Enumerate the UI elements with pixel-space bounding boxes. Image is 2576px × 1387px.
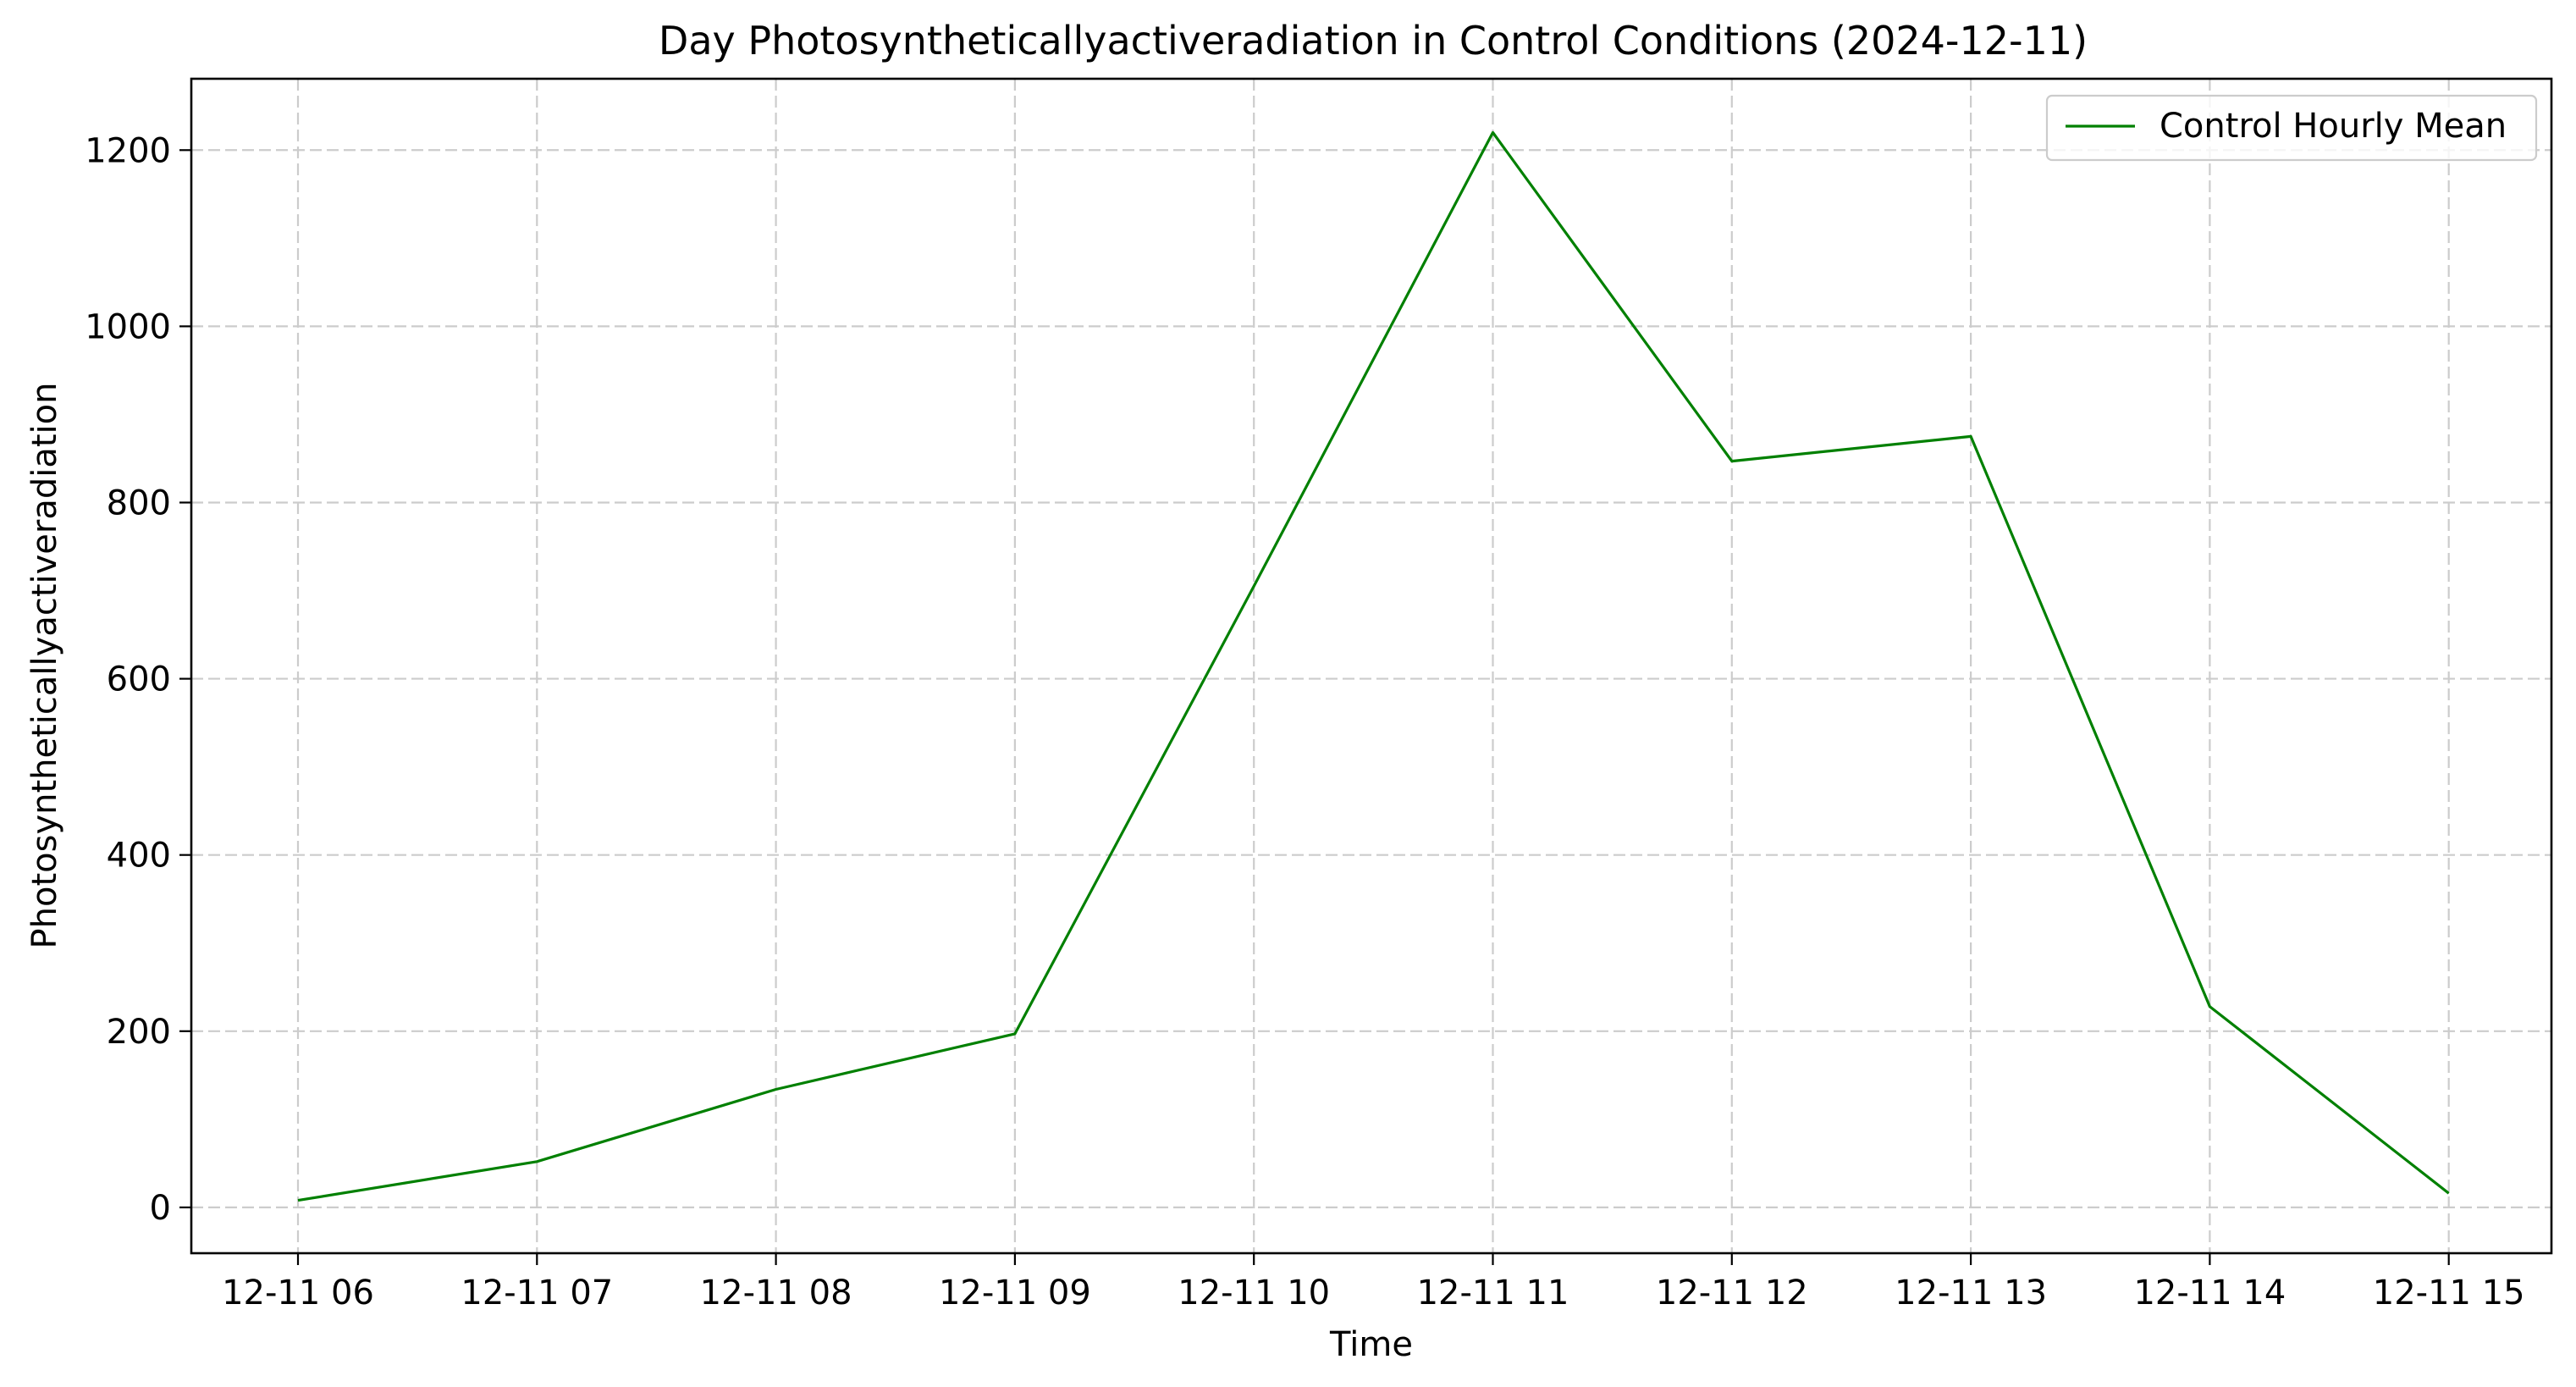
- y-tick-label: 1000: [85, 307, 171, 346]
- x-tick-label: 12-11 06: [222, 1274, 374, 1312]
- y-tick-label: 1200: [85, 131, 171, 170]
- x-tick-label: 12-11 08: [700, 1274, 852, 1312]
- axis-ticks: 12-11 06 12-11 07 12-11 08 12-11 09 12-11 10…: [85, 131, 2524, 1312]
- grid: [191, 79, 2551, 1253]
- y-tick-label: 800: [107, 484, 171, 522]
- chart-title: Day Photosyntheticallyactiveradiation in…: [659, 18, 2088, 64]
- x-tick-label: 12-11 09: [939, 1274, 1091, 1312]
- y-tick-label: 400: [107, 837, 171, 876]
- series-line-control-hourly-mean: [297, 130, 2450, 1202]
- x-tick-label: 12-11 13: [1895, 1274, 2047, 1312]
- y-tick-label: 600: [107, 660, 171, 699]
- series-layer: [297, 130, 2450, 1202]
- x-axis-label: Time: [1329, 1325, 1413, 1364]
- legend-label-control-hourly-mean: Control Hourly Mean: [2160, 107, 2507, 146]
- legend: Control Hourly Mean: [2045, 94, 2538, 162]
- y-tick-label: 200: [107, 1013, 171, 1052]
- x-tick-label: 12-11 12: [1656, 1274, 1808, 1312]
- x-tick-label: 12-11 07: [461, 1274, 613, 1312]
- legend-box: [2045, 94, 2538, 162]
- y-tick-label: 0: [150, 1189, 171, 1228]
- y-axis-label: Photosyntheticallyactiveradiation: [25, 383, 64, 949]
- x-tick-label: 12-11 11: [1417, 1274, 1569, 1312]
- x-tick-label: 12-11 15: [2373, 1274, 2525, 1312]
- plot-frame: [190, 77, 2553, 1255]
- x-tick-label: 12-11 14: [2133, 1274, 2286, 1312]
- x-tick-label: 12-11 10: [1178, 1274, 1330, 1312]
